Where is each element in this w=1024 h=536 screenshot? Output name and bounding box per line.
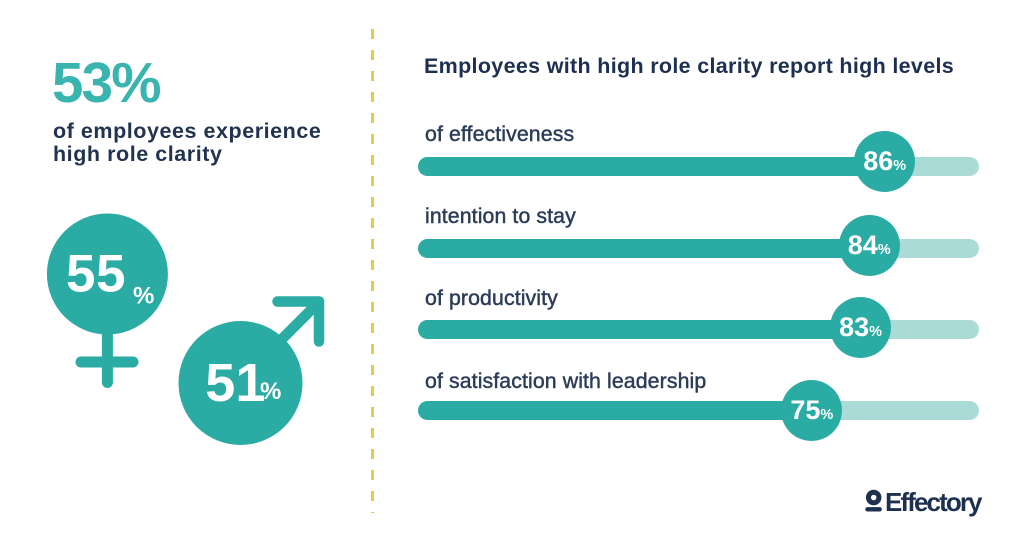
svg-text:51: 51 [205, 353, 265, 413]
svg-text:%: % [133, 283, 154, 310]
svg-text:55: 55 [66, 244, 126, 303]
svg-text:%: % [260, 378, 281, 405]
svg-text:Effectory: Effectory [885, 487, 983, 517]
